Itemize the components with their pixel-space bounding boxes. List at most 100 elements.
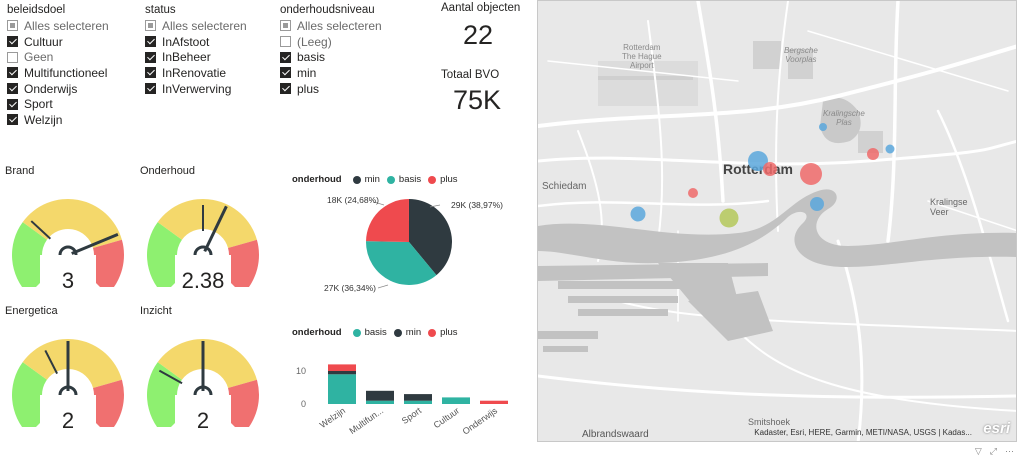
bar-segment-basis[interactable] [328, 374, 356, 404]
x-tick-label: Sport [400, 405, 424, 426]
slicer-title: beleidsdoel [7, 4, 66, 16]
checkbox[interactable] [280, 51, 291, 63]
bar-segment-basis[interactable] [366, 400, 394, 404]
pie-slice-min[interactable] [409, 199, 452, 276]
slicer-option-label: Sport [24, 97, 53, 112]
more-options-icon[interactable]: ⋯ [1005, 446, 1014, 456]
bar-segment-plus[interactable] [480, 400, 508, 404]
bar-segment-min[interactable] [328, 371, 356, 375]
checkbox[interactable] [7, 114, 18, 126]
map-markers [630, 123, 895, 228]
slicer-option[interactable]: basis [280, 49, 382, 65]
slicer-option[interactable]: Cultuur [7, 34, 109, 50]
y-tick-0: 0 [301, 399, 306, 409]
slicer-option[interactable]: Onderwijs [7, 81, 109, 97]
slicer-option[interactable]: Multifunctioneel [7, 65, 109, 81]
gauge-value: 2 [61, 408, 75, 433]
map-label-smitshoek: Smitshoek [748, 417, 791, 427]
slicer-option[interactable]: Welzijn [7, 112, 109, 128]
checkbox[interactable] [7, 67, 18, 79]
map-label-schiedam: Schiedam [542, 181, 587, 192]
map-marker[interactable] [819, 123, 827, 131]
bar-legend: onderhoud basis min plus [292, 327, 458, 338]
map-marker[interactable] [810, 197, 824, 211]
map-marker[interactable] [630, 206, 646, 222]
bar-legend-dot-basis [352, 328, 361, 337]
pie-slice-basis[interactable] [366, 241, 437, 285]
slicer-option[interactable]: InBeheer [145, 49, 247, 65]
slicer-option-label: Alles selecteren [162, 18, 247, 33]
checkbox[interactable] [7, 36, 18, 48]
bar-segment-min[interactable] [366, 390, 394, 401]
checkbox[interactable] [145, 20, 156, 32]
slicer-option[interactable]: min [280, 65, 382, 81]
checkbox[interactable] [280, 20, 291, 32]
slicer-option[interactable]: plus [280, 81, 382, 97]
slicer-title: status [145, 4, 176, 16]
bar-segment-plus[interactable] [328, 364, 356, 371]
checkbox[interactable] [280, 67, 291, 79]
slicer-option[interactable]: Alles selecteren [145, 18, 247, 34]
checkbox[interactable] [145, 67, 156, 79]
slicer-option[interactable]: Geen [7, 49, 109, 65]
bar-segment-min[interactable] [404, 394, 432, 401]
map-marker[interactable] [885, 144, 895, 154]
checkbox[interactable] [145, 51, 156, 63]
focus-mode-icon[interactable]: ⤢ [989, 446, 997, 456]
x-tick-label: Multifun... [347, 405, 385, 436]
map-marker[interactable] [800, 163, 822, 185]
slicer-0: beleidsdoel Alles selecteren Cultuur Geen Mu… [7, 4, 109, 128]
checkbox[interactable] [7, 83, 18, 95]
filter-icon[interactable]: ▽ [974, 446, 982, 456]
checkbox[interactable] [280, 36, 291, 48]
checkbox[interactable] [7, 98, 18, 110]
checkbox[interactable] [7, 20, 18, 32]
bar-legend-basis: basis [364, 327, 387, 338]
gauge-title: Onderhoud [140, 165, 196, 177]
legend-dot-plus [428, 175, 437, 184]
checkbox[interactable] [145, 36, 156, 48]
slicer-option-label: Alles selecteren [297, 18, 382, 33]
slicer-option-label: Multifunctioneel [24, 65, 108, 80]
gauge-inzicht[interactable]: Inzicht 2 [140, 305, 259, 433]
checkbox[interactable] [7, 51, 18, 63]
bar-chart[interactable]: 10 0 Welzijn Multifun... Sport Cultuur Onder… [280, 345, 530, 445]
slicer-option[interactable]: (Leeg) [280, 34, 382, 50]
slicer-option[interactable]: Alles selecteren [280, 18, 382, 34]
legend-dot-basis [386, 175, 395, 184]
map-marker[interactable] [867, 148, 879, 160]
legend-min: min [364, 174, 380, 185]
map-attribution: Kadaster, Esri, HERE, Garmin, METI/NASA,… [754, 428, 972, 437]
slicer-option[interactable]: InRenovatie [145, 65, 247, 81]
pie-slice-plus[interactable] [366, 199, 409, 242]
slicer-option[interactable]: Alles selecteren [7, 18, 109, 34]
legend-dot-min [352, 175, 361, 184]
map-label-kralingse-veer: Kralingse Veer [930, 197, 968, 217]
slicer-option-label: plus [297, 81, 320, 96]
map-marker[interactable] [719, 208, 739, 228]
gauge-value: 2 [196, 408, 210, 433]
checkbox[interactable] [280, 83, 291, 95]
map-marker[interactable] [748, 151, 768, 171]
gauge-energetica[interactable]: Energetica 2 [5, 305, 124, 433]
slicer-option-label: min [297, 65, 317, 80]
slicer-option[interactable]: Sport [7, 96, 109, 112]
gauge-brand[interactable]: Brand 3 [5, 165, 124, 293]
pie-label-basis: 27K (36,34%) [324, 283, 376, 293]
map-marker[interactable] [763, 162, 777, 176]
slicer-1: status Alles selecteren InAfstoot InBeheer I… [145, 4, 247, 96]
slicer-option[interactable]: InVerwerving [145, 81, 247, 97]
bar-legend-min: min [405, 327, 422, 338]
pie-chart[interactable]: 29K (38,97%) 18K (24,68%) 27K (36,34%) [280, 185, 530, 300]
bvo-card-value: 75K [453, 85, 502, 115]
bar-segment-basis[interactable] [442, 397, 470, 404]
slicer-option[interactable]: InAfstoot [145, 34, 247, 50]
bar-segment-basis[interactable] [404, 400, 432, 404]
slicer-option-label: InAfstoot [162, 34, 210, 49]
gauge-onderhoud[interactable]: Onderhoud 2.38 [140, 165, 259, 293]
gauge-title: Brand [5, 165, 35, 177]
map-marker[interactable] [688, 188, 698, 198]
map[interactable]: Rotterdam The Hague Airport Bergsche Voorpl… [537, 0, 1017, 442]
slicer-option-label: Geen [24, 50, 54, 65]
checkbox[interactable] [145, 83, 156, 95]
